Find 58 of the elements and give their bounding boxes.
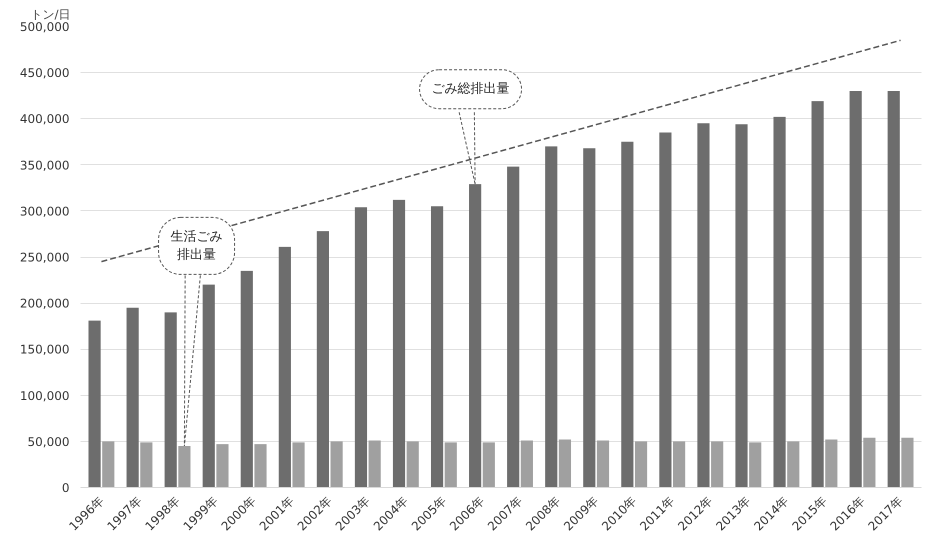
bar bbox=[812, 101, 824, 488]
bar bbox=[368, 440, 381, 488]
bar bbox=[354, 207, 368, 488]
bar bbox=[558, 440, 572, 488]
bar bbox=[164, 312, 177, 488]
bar bbox=[216, 444, 229, 488]
bar bbox=[278, 246, 291, 488]
bar bbox=[901, 438, 914, 488]
bar bbox=[735, 124, 748, 488]
bar bbox=[659, 132, 672, 488]
bar bbox=[850, 91, 862, 488]
bar bbox=[316, 231, 329, 488]
bar bbox=[292, 442, 305, 488]
bar bbox=[596, 440, 610, 488]
bar bbox=[697, 123, 710, 488]
bar bbox=[749, 442, 762, 488]
bar bbox=[825, 440, 838, 488]
bar bbox=[392, 200, 406, 488]
y-tick-label: 450,000 bbox=[20, 66, 70, 80]
bar bbox=[863, 438, 876, 488]
y-tick-label: 200,000 bbox=[20, 296, 70, 311]
text: ごみ総排出量 bbox=[432, 82, 510, 97]
bar bbox=[469, 184, 482, 488]
y-tick-label: 0 bbox=[62, 481, 70, 495]
y-tick-label: 50,000 bbox=[28, 434, 70, 449]
bar bbox=[773, 116, 786, 488]
bar bbox=[202, 284, 215, 488]
bar bbox=[88, 320, 101, 488]
y-tick-label: 300,000 bbox=[20, 204, 70, 218]
bar bbox=[254, 444, 267, 488]
bar bbox=[430, 206, 444, 488]
y-tick-label: 500,000 bbox=[20, 20, 70, 34]
bar bbox=[102, 441, 114, 488]
bar bbox=[140, 442, 152, 488]
bar bbox=[673, 441, 686, 488]
bar bbox=[545, 146, 558, 488]
bar bbox=[240, 270, 253, 488]
bar bbox=[126, 308, 139, 488]
bar bbox=[621, 142, 634, 488]
bar bbox=[330, 441, 343, 488]
y-axis-title: トン/日 bbox=[30, 8, 71, 22]
bar bbox=[444, 442, 457, 488]
bar bbox=[711, 441, 724, 488]
bar bbox=[787, 441, 800, 488]
y-tick-label: 100,000 bbox=[20, 388, 70, 403]
bar bbox=[482, 442, 495, 488]
bar bbox=[507, 166, 520, 488]
y-tick-label: 250,000 bbox=[20, 250, 70, 264]
bar bbox=[406, 441, 419, 488]
bar bbox=[520, 440, 533, 488]
bar bbox=[634, 441, 648, 488]
bar bbox=[178, 446, 190, 488]
bar bbox=[888, 91, 900, 488]
y-tick-label: 400,000 bbox=[20, 112, 70, 126]
bar bbox=[583, 148, 596, 488]
y-tick-label: 150,000 bbox=[20, 342, 70, 357]
text: 生活ごみ排出量 bbox=[170, 229, 223, 262]
y-tick-label: 350,000 bbox=[20, 158, 70, 172]
